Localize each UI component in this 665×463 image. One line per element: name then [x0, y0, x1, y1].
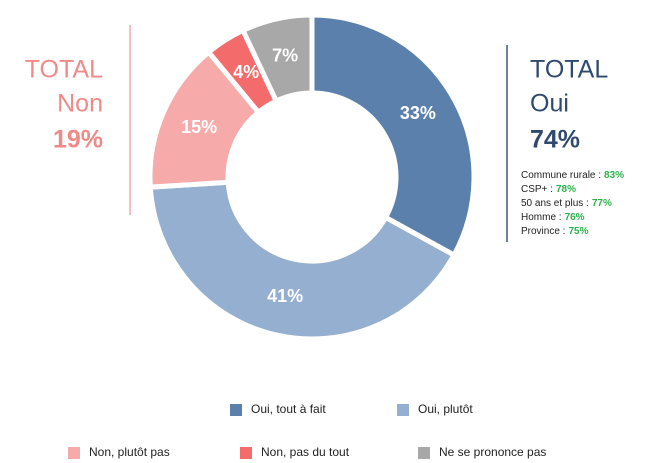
legend-swatch [418, 447, 430, 459]
detail-value: 83% [604, 170, 624, 181]
right-title: TOTAL [530, 56, 608, 84]
detail-value: 78% [556, 184, 576, 195]
detail-item: CSP+ :78% [521, 184, 576, 195]
slice [239, 12, 315, 105]
slice-label: 7% [272, 46, 298, 66]
detail-item: 50 ans et plus :77% [521, 198, 612, 209]
detail-label: 50 ans et plus : [521, 198, 589, 209]
detail-value: 75% [568, 226, 588, 237]
detail-item: Province :75% [521, 226, 589, 237]
legend-label: Non, pas du tout [261, 445, 350, 459]
left-title: TOTAL [25, 56, 103, 84]
right-value: 74% [530, 126, 580, 154]
left-label: Non [57, 90, 103, 118]
slice-label: 41% [267, 286, 303, 306]
detail-label: Province : [521, 226, 565, 237]
slice [309, 12, 477, 259]
slice [147, 179, 458, 342]
right-label: Oui [530, 90, 569, 118]
legend-label: Ne se prononce pas [439, 445, 546, 459]
legend-label: Non, plutôt pas [89, 445, 170, 459]
legend-label: Oui, plutôt [418, 402, 473, 416]
slice-label: 15% [181, 117, 217, 137]
legend-label: Oui, tout à fait [251, 402, 326, 416]
detail-label: Commune rurale : [521, 170, 601, 181]
detail-label: Homme : [521, 212, 562, 223]
legend-swatch [240, 447, 252, 459]
slice-label: 4% [233, 62, 259, 82]
detail-label: CSP+ : [521, 184, 553, 195]
slice-label: 33% [400, 103, 436, 123]
detail-item: Homme :76% [521, 212, 585, 223]
left-value: 19% [53, 126, 103, 154]
legend-swatch [230, 404, 242, 416]
legend-swatch [397, 404, 409, 416]
detail-item: Commune rurale :83% [521, 170, 624, 181]
legend-swatch [68, 447, 80, 459]
detail-value: 76% [565, 212, 585, 223]
detail-value: 77% [592, 198, 612, 209]
